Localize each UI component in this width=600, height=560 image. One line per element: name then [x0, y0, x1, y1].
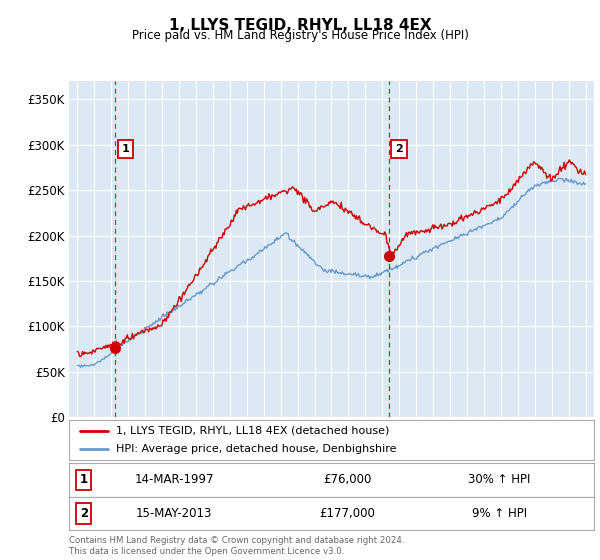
Text: 2: 2 [80, 507, 88, 520]
Text: 1, LLYS TEGID, RHYL, LL18 4EX (detached house): 1, LLYS TEGID, RHYL, LL18 4EX (detached … [116, 426, 389, 436]
Text: 1: 1 [122, 144, 130, 155]
Text: 15-MAY-2013: 15-MAY-2013 [136, 507, 212, 520]
Text: 9% ↑ HPI: 9% ↑ HPI [472, 507, 527, 520]
Text: 14-MAR-1997: 14-MAR-1997 [134, 473, 214, 487]
Text: 30% ↑ HPI: 30% ↑ HPI [469, 473, 530, 487]
Text: £76,000: £76,000 [323, 473, 371, 487]
Text: Contains HM Land Registry data © Crown copyright and database right 2024.
This d: Contains HM Land Registry data © Crown c… [69, 536, 404, 556]
Text: 2: 2 [395, 144, 403, 155]
Text: HPI: Average price, detached house, Denbighshire: HPI: Average price, detached house, Denb… [116, 445, 397, 454]
Text: £177,000: £177,000 [319, 507, 375, 520]
Text: Price paid vs. HM Land Registry's House Price Index (HPI): Price paid vs. HM Land Registry's House … [131, 29, 469, 42]
Text: 1, LLYS TEGID, RHYL, LL18 4EX: 1, LLYS TEGID, RHYL, LL18 4EX [169, 18, 431, 33]
Text: 1: 1 [80, 473, 88, 487]
